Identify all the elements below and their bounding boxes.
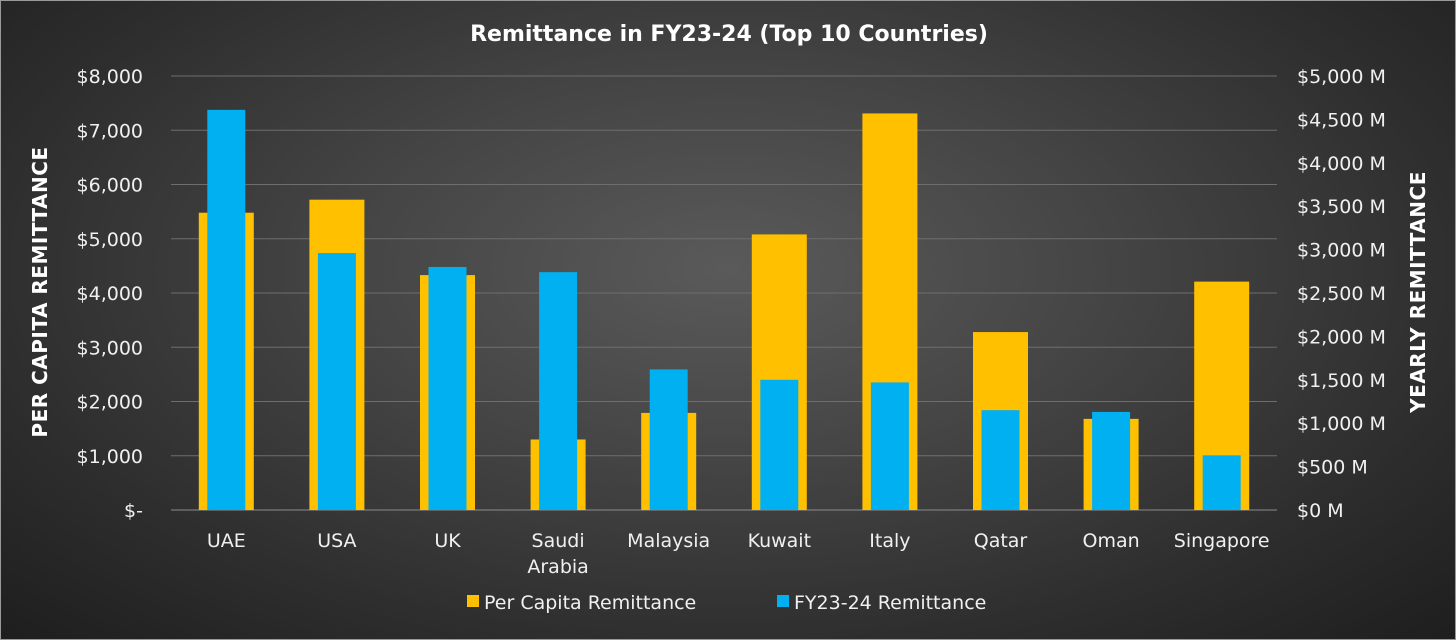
- chart-title: Remittance in FY23-24 (Top 10 Countries): [470, 22, 988, 47]
- legend: Per Capita Remittance FY23-24 Remittance: [467, 592, 986, 614]
- yearly-remittance-bar: [760, 379, 799, 510]
- category-label: Italy: [869, 530, 910, 552]
- category-label: USA: [317, 530, 356, 552]
- legend-swatch: [777, 595, 789, 607]
- right-tick-label: $1,000 M: [1297, 413, 1386, 435]
- right-tick-label: $2,500 M: [1297, 283, 1386, 305]
- category-axis-ticks: UAE USA UK Saudi Arabia Malaysia Kuwait Italy Qa…: [207, 530, 1270, 578]
- left-tick-label: $8,000: [77, 66, 143, 88]
- right-tick-label: $4,000 M: [1297, 153, 1386, 175]
- legend-label: FY23-24 Remittance: [794, 592, 986, 614]
- left-tick-label: $1,000: [77, 446, 143, 468]
- yearly-remittance-bar: [428, 266, 467, 510]
- right-tick-label: $3,500 M: [1297, 196, 1386, 218]
- left-tick-label: $5,000: [77, 229, 143, 251]
- right-axis-title: YEARLY REMITTANCE: [1406, 171, 1430, 414]
- right-tick-label: $2,000 M: [1297, 326, 1386, 348]
- yearly-remittance-bar: [870, 382, 909, 510]
- right-tick-label: $3,000 M: [1297, 240, 1386, 262]
- yearly-remittance-bar: [207, 109, 246, 511]
- legend-label: Per Capita Remittance: [484, 592, 696, 614]
- right-axis-ticks: $0 M $500 M $1,000 M $1,500 M $2,000 M $2,500…: [1297, 66, 1386, 522]
- left-tick-label: $7,000: [77, 120, 143, 142]
- bars: [198, 109, 1250, 511]
- yearly-remittance-bar: [1092, 411, 1131, 510]
- left-tick-label: $4,000: [77, 283, 143, 305]
- left-axis-ticks: $- $1,000 $2,000 $3,000 $4,000 $5,000 $6,000 $7…: [77, 66, 143, 522]
- category-label: Arabia: [527, 556, 588, 578]
- category-label: Qatar: [974, 530, 1028, 552]
- legend-swatch: [467, 595, 479, 607]
- left-tick-label: $3,000: [77, 337, 143, 359]
- category-label: Saudi: [532, 530, 585, 552]
- right-tick-label: $1,500 M: [1297, 370, 1386, 392]
- category-label: Kuwait: [748, 530, 811, 552]
- left-axis-title: PER CAPITA REMITTANCE: [28, 146, 52, 437]
- category-label: UAE: [207, 530, 246, 552]
- category-label: Singapore: [1174, 530, 1270, 552]
- category-label: UK: [434, 530, 461, 552]
- right-tick-label: $4,500 M: [1297, 109, 1386, 131]
- right-tick-label: $5,000 M: [1297, 66, 1386, 88]
- yearly-remittance-bar: [1202, 455, 1241, 510]
- yearly-remittance-bar: [317, 253, 356, 510]
- right-tick-label: $500 M: [1297, 457, 1368, 479]
- right-tick-label: $0 M: [1297, 500, 1344, 522]
- category-label: Malaysia: [627, 530, 710, 552]
- category-label: Oman: [1083, 530, 1140, 552]
- left-tick-label: $2,000: [77, 392, 143, 414]
- yearly-remittance-bar: [649, 369, 688, 510]
- yearly-remittance-bar: [539, 272, 578, 510]
- left-tick-label: $-: [124, 500, 143, 522]
- yearly-remittance-bar: [981, 410, 1020, 510]
- left-tick-label: $6,000: [77, 175, 143, 197]
